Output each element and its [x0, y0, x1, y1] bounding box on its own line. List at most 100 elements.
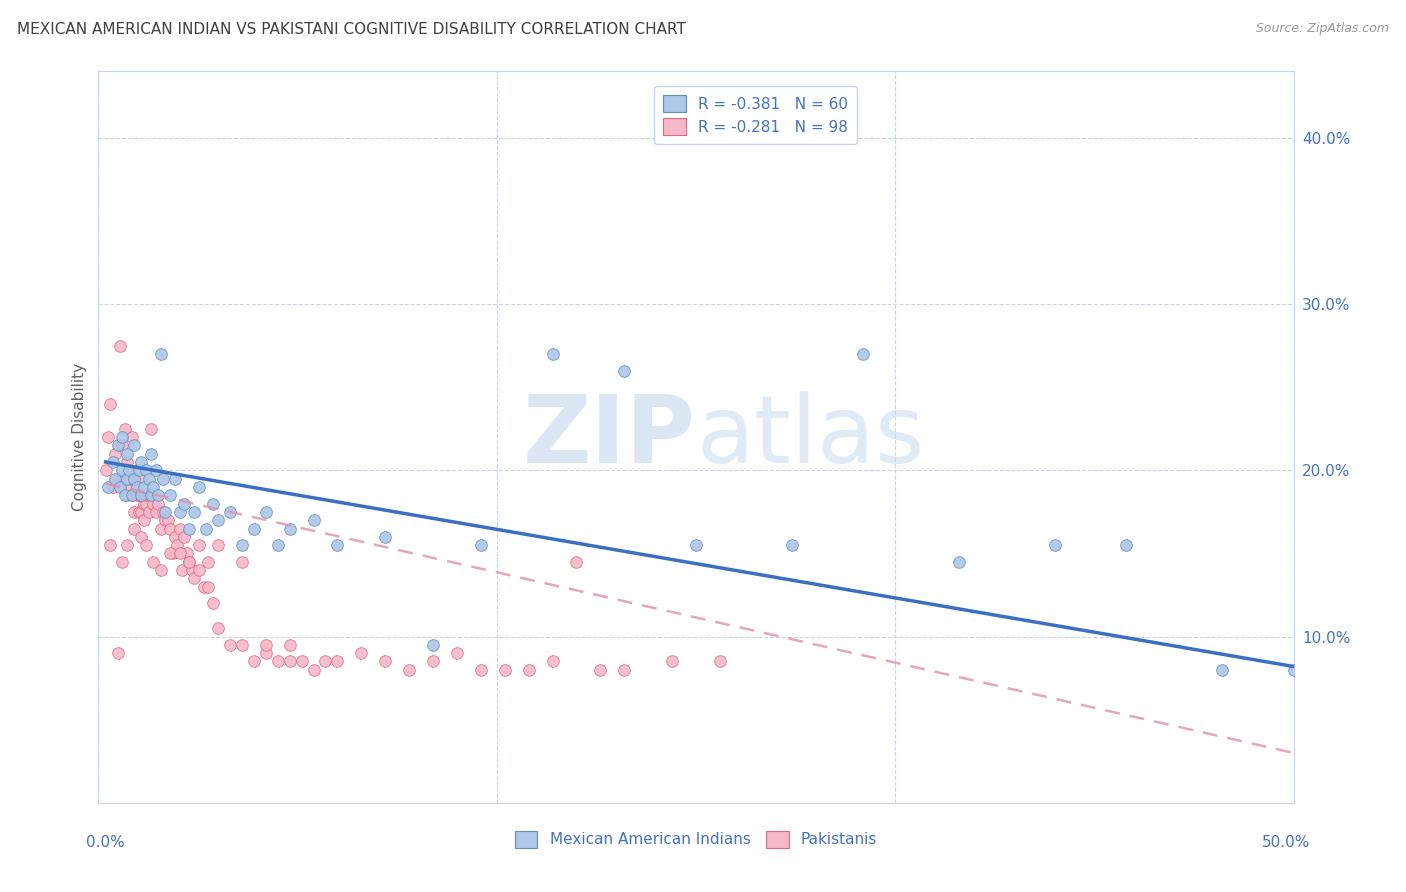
Point	[97, 480, 120, 494]
Point	[139, 488, 162, 502]
Point	[155, 505, 177, 519]
Point	[169, 546, 191, 560]
Point	[207, 621, 229, 635]
Legend: Mexican American Indians, Pakistanis: Mexican American Indians, Pakistanis	[509, 825, 883, 854]
Point	[132, 480, 155, 494]
Point	[121, 488, 143, 502]
Point	[685, 538, 707, 552]
Point	[108, 338, 131, 352]
Point	[149, 347, 172, 361]
Point	[278, 655, 301, 669]
Point	[149, 521, 172, 535]
Point	[104, 472, 127, 486]
Point	[315, 655, 337, 669]
Point	[138, 505, 160, 519]
Point	[128, 463, 150, 477]
Point	[1282, 663, 1305, 677]
Point	[139, 422, 162, 436]
Point	[948, 555, 970, 569]
Point	[135, 497, 157, 511]
Point	[163, 472, 186, 486]
Point	[231, 555, 253, 569]
Point	[125, 488, 148, 502]
Point	[148, 488, 170, 502]
Point	[202, 497, 225, 511]
Point	[219, 505, 242, 519]
Point	[187, 563, 209, 577]
Point	[661, 655, 683, 669]
Point	[243, 521, 266, 535]
Point	[207, 538, 229, 552]
Point	[350, 646, 373, 660]
Point	[374, 530, 396, 544]
Point	[152, 505, 174, 519]
Point	[118, 463, 141, 477]
Point	[446, 646, 468, 660]
Point	[278, 638, 301, 652]
Point	[128, 488, 150, 502]
Point	[613, 663, 636, 677]
Y-axis label: Cognitive Disability: Cognitive Disability	[72, 363, 87, 511]
Point	[156, 513, 179, 527]
Point	[115, 447, 138, 461]
Point	[1043, 538, 1066, 552]
Point	[139, 488, 162, 502]
Point	[115, 472, 138, 486]
Point	[589, 663, 612, 677]
Point	[187, 480, 209, 494]
Point	[145, 505, 167, 519]
Point	[111, 463, 134, 477]
Point	[142, 480, 165, 494]
Point	[169, 521, 191, 535]
Point	[197, 580, 219, 594]
Point	[187, 538, 209, 552]
Point	[131, 472, 153, 486]
Point	[326, 538, 349, 552]
Point	[243, 655, 266, 669]
Point	[169, 505, 191, 519]
Point	[179, 555, 201, 569]
Point	[193, 580, 215, 594]
Point	[517, 663, 540, 677]
Point	[115, 455, 138, 469]
Text: MEXICAN AMERICAN INDIAN VS PAKISTANI COGNITIVE DISABILITY CORRELATION CHART: MEXICAN AMERICAN INDIAN VS PAKISTANI COG…	[17, 22, 686, 37]
Text: 0.0%: 0.0%	[86, 836, 125, 850]
Point	[131, 455, 153, 469]
Point	[254, 646, 277, 660]
Point	[302, 513, 325, 527]
Point	[155, 513, 177, 527]
Point	[124, 438, 146, 452]
Point	[124, 472, 146, 486]
Point	[135, 488, 157, 502]
Point	[1211, 663, 1233, 677]
Point	[135, 538, 157, 552]
Point	[115, 488, 138, 502]
Point	[125, 463, 148, 477]
Point	[470, 538, 492, 552]
Point	[302, 663, 325, 677]
Point	[267, 538, 290, 552]
Point	[138, 472, 160, 486]
Point	[114, 472, 136, 486]
Point	[541, 347, 564, 361]
Point	[231, 538, 253, 552]
Point	[111, 430, 134, 444]
Point	[124, 521, 146, 535]
Point	[278, 521, 301, 535]
Point	[142, 555, 165, 569]
Point	[111, 472, 134, 486]
Point	[159, 546, 181, 560]
Point	[131, 488, 153, 502]
Point	[115, 538, 138, 552]
Point	[121, 430, 143, 444]
Point	[254, 505, 277, 519]
Point	[422, 655, 444, 669]
Point	[709, 655, 731, 669]
Point	[326, 655, 349, 669]
Point	[98, 538, 122, 552]
Point	[613, 363, 636, 377]
Point	[114, 488, 136, 502]
Point	[124, 505, 146, 519]
Point	[131, 505, 153, 519]
Text: atlas: atlas	[696, 391, 924, 483]
